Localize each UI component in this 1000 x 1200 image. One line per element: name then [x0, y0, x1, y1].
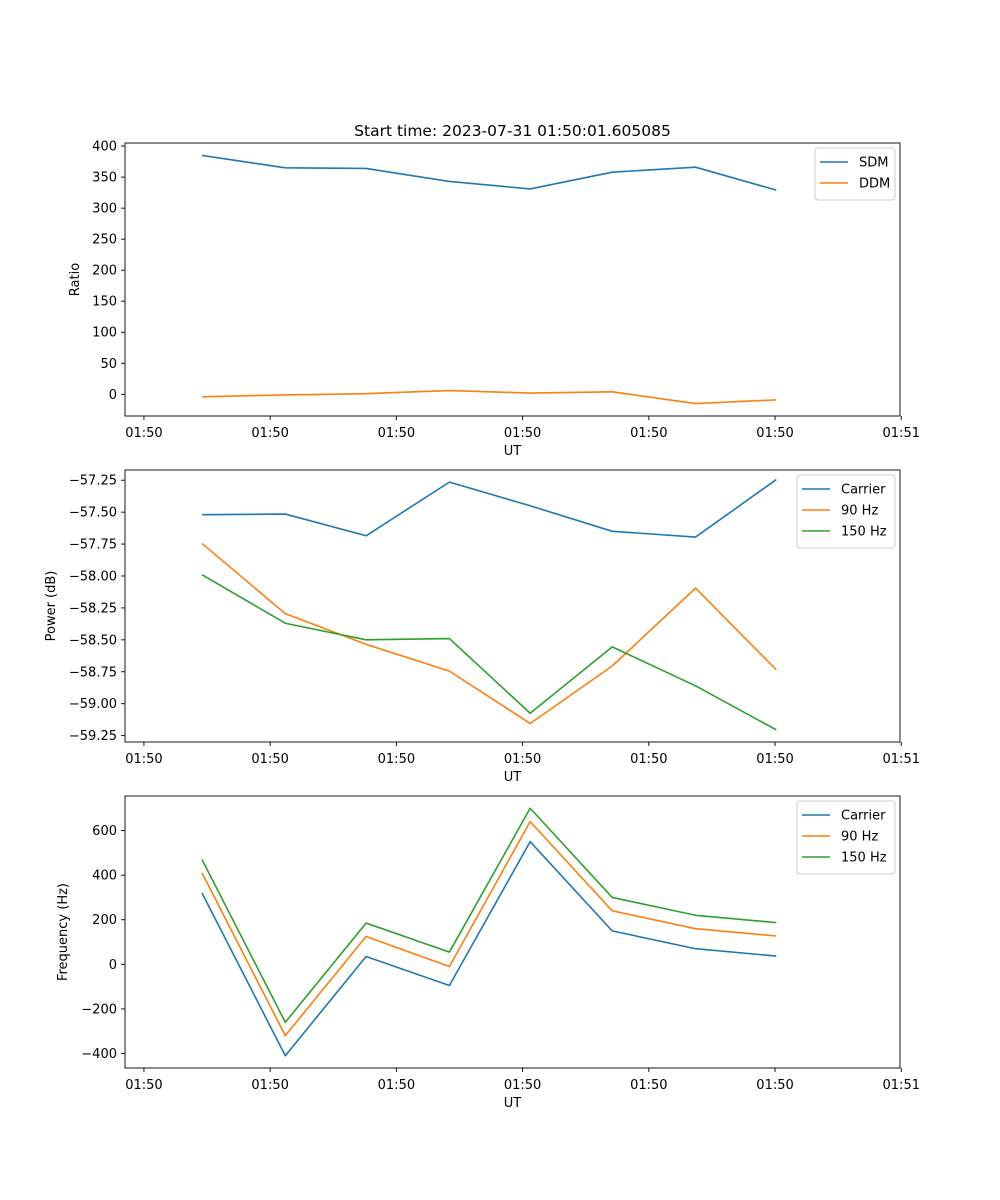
chart-3: −400 −200 0 200 400 600 01:50 01:50 01:50 01:50 01…: [56, 795, 920, 1111]
legend-box: [796, 800, 896, 875]
series-line-150-hz: [201, 807, 777, 1024]
axes-frame: [124, 142, 901, 417]
y-tick-label: 150: [92, 295, 117, 310]
legend-label: 150 Hz: [841, 525, 887, 540]
x-tick-label: 01:50: [251, 426, 288, 441]
legend-label: DDM: [859, 177, 890, 192]
x-tick-label: 01:51: [883, 752, 920, 767]
y-tick-label: 350: [92, 171, 117, 186]
legend-label: 90 Hz: [841, 830, 878, 845]
x-tick-label: 01:50: [251, 1078, 288, 1093]
x-axis-label: UT: [504, 1096, 522, 1111]
x-tick-label: 01:50: [378, 752, 415, 767]
x-tick-label: 01:50: [630, 752, 667, 767]
legend-label: Carrier: [841, 809, 886, 824]
legend-box: [814, 147, 896, 201]
legend: Carrier 90 Hz 150 Hz: [796, 800, 896, 875]
y-tick-label: 600: [92, 824, 117, 839]
legend-label: 150 Hz: [841, 851, 887, 866]
series-line-90-hz: [201, 542, 777, 725]
y-tick-label: −58.00: [69, 569, 117, 584]
x-tick-label: 01:50: [504, 752, 541, 767]
y-tick-label: 0: [109, 958, 117, 973]
y-tick-label: 50: [100, 357, 117, 372]
series-line-carrier: [201, 478, 777, 538]
x-tick-label: 01:50: [504, 1078, 541, 1093]
x-tick-label: 01:50: [125, 752, 162, 767]
y-tick-label: −57.50: [69, 506, 117, 521]
x-tick-label: 01:50: [125, 426, 162, 441]
series-line-150-hz: [201, 574, 777, 731]
series-line-sdm: [201, 154, 777, 191]
y-tick-label: −59.00: [69, 697, 117, 712]
y-tick-label: 400: [92, 869, 117, 884]
axes-frame: [124, 469, 901, 743]
y-tick-label: −58.75: [69, 665, 117, 680]
y-tick-label: 0: [109, 388, 117, 403]
y-tick-label: 300: [92, 202, 117, 217]
y-tick-label: −58.25: [69, 601, 117, 616]
y-tick-label: −400: [81, 1047, 117, 1062]
x-tick-label: 01:50: [125, 1078, 162, 1093]
y-tick-label: −200: [81, 1002, 117, 1017]
y-tick-label: 100: [92, 326, 117, 341]
y-tick-label: 400: [92, 140, 117, 155]
x-tick-label: 01:51: [883, 426, 920, 441]
x-tick-label: 01:50: [630, 426, 667, 441]
series-line-carrier: [201, 840, 777, 1057]
chart-1: Start time: 2023-07-31 01:50:01.605085 0 5…: [68, 122, 920, 459]
legend: Carrier 90 Hz 150 Hz: [796, 474, 896, 549]
x-axis-label: UT: [504, 444, 522, 459]
x-tick-label: 01:51: [883, 1078, 920, 1093]
x-tick-label: 01:50: [504, 426, 541, 441]
x-tick-label: 01:50: [378, 426, 415, 441]
legend: SDM DDM: [814, 147, 896, 201]
x-tick-label: 01:50: [756, 752, 793, 767]
legend-label: 90 Hz: [841, 504, 878, 519]
y-tick-label: 200: [92, 264, 117, 279]
y-tick-label: −58.50: [69, 633, 117, 648]
chart-title: Start time: 2023-07-31 01:50:01.605085: [354, 122, 671, 140]
x-tick-label: 01:50: [251, 752, 288, 767]
x-tick-label: 01:50: [756, 426, 793, 441]
legend-label: Carrier: [841, 483, 886, 498]
legend-label: SDM: [859, 156, 888, 171]
y-axis-label: Frequency (Hz): [56, 883, 71, 981]
y-tick-label: −59.25: [69, 729, 117, 744]
x-tick-label: 01:50: [378, 1078, 415, 1093]
y-tick-label: 250: [92, 233, 117, 248]
y-tick-label: 200: [92, 913, 117, 928]
y-tick-label: −57.25: [69, 474, 117, 489]
y-axis-label: Ratio: [68, 263, 83, 296]
chart-2: −59.25 −59.00 −58.75 −58.50 −58.25 −58.00 −57.…: [44, 469, 920, 785]
legend-box: [796, 474, 896, 549]
x-tick-label: 01:50: [630, 1078, 667, 1093]
series-line-ddm: [201, 389, 777, 405]
y-tick-label: −57.75: [69, 538, 117, 553]
y-axis-label: Power (dB): [44, 571, 59, 642]
x-tick-label: 01:50: [756, 1078, 793, 1093]
axes-frame: [124, 795, 901, 1069]
x-axis-label: UT: [504, 770, 522, 785]
series-line-90-hz: [201, 820, 777, 1037]
